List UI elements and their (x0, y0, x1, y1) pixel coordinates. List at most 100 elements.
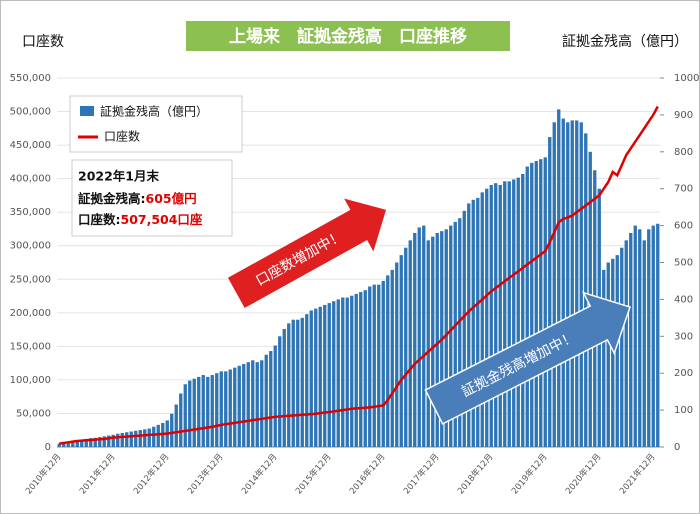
bar (426, 240, 430, 447)
bar (350, 295, 354, 447)
bar (125, 432, 129, 447)
y-tick-label: 200,000 (10, 308, 51, 319)
bar (530, 162, 534, 447)
bar (377, 284, 381, 447)
bar (566, 122, 570, 447)
bar (642, 240, 646, 447)
bar (498, 185, 502, 447)
y2-tick-label: 100 (674, 405, 693, 416)
bar (606, 262, 610, 447)
legend-label: 証拠金残高（億円） (100, 104, 208, 119)
bar (129, 431, 133, 447)
y2-tick-label: 500 (674, 258, 693, 269)
y2-tick-label: 900 (674, 110, 693, 121)
legend-label: 口座数 (104, 129, 140, 144)
bar (467, 203, 471, 447)
arrow-shape (424, 291, 631, 425)
y2-tick-label: 600 (674, 221, 693, 232)
bar (228, 369, 232, 447)
bar (561, 118, 565, 447)
y-tick-label: 0 (45, 442, 51, 453)
annotation: 2022年1月末 証拠金残高:605億円 口座数:507,504口座 (71, 159, 233, 237)
title-box (186, 21, 510, 51)
bar (368, 286, 372, 447)
bar (341, 297, 345, 447)
bar (327, 303, 331, 447)
bar (138, 430, 142, 447)
y2-tick-label: 400 (674, 294, 693, 305)
annotation-value: 507,504口座 (121, 212, 203, 227)
bar (359, 292, 363, 447)
annotation-label: 証拠金残高: (78, 191, 146, 206)
bar (413, 232, 417, 447)
bar (345, 297, 349, 447)
bar (363, 290, 367, 447)
bar (237, 365, 241, 447)
bar (494, 183, 498, 448)
bar (111, 434, 115, 447)
bar (399, 255, 403, 447)
bar (201, 375, 205, 447)
bar (89, 438, 93, 447)
legend: 証拠金残高（億円） 口座数 (69, 95, 243, 153)
annotation-line: 証拠金残高:605億円 (78, 191, 197, 206)
bar (620, 247, 624, 447)
bar (102, 436, 106, 447)
bar (273, 345, 277, 447)
bar (219, 371, 223, 447)
bar (354, 293, 358, 447)
bar (381, 280, 385, 447)
bar (120, 432, 124, 447)
bar (422, 225, 426, 447)
bar (503, 181, 507, 447)
bar (309, 310, 313, 447)
bar (404, 247, 408, 447)
bar (485, 188, 489, 447)
bar (386, 275, 390, 447)
bar (462, 210, 466, 447)
bar (512, 179, 516, 447)
bar (489, 185, 493, 447)
bar (66, 441, 70, 447)
bar (251, 360, 255, 447)
bar (516, 177, 520, 447)
bar (521, 173, 525, 447)
bar (116, 433, 120, 447)
bar (98, 437, 102, 447)
bar (174, 404, 178, 447)
bar (192, 378, 196, 447)
bar (179, 393, 183, 447)
bar (458, 218, 462, 447)
bar (134, 430, 138, 447)
bar (624, 240, 628, 447)
bar (215, 373, 219, 447)
bar (93, 437, 97, 447)
bar (188, 380, 192, 447)
bar (471, 199, 475, 447)
bar (291, 319, 295, 447)
bar (638, 229, 642, 447)
annotation-line: 口座数:507,504口座 (78, 212, 203, 227)
bar (260, 360, 264, 447)
bar (390, 269, 394, 447)
bar (417, 227, 421, 447)
y-tick-label: 350,000 (10, 207, 51, 218)
y-tick-label: 300,000 (10, 241, 51, 252)
bar (611, 258, 615, 447)
y-tick-label: 550,000 (10, 73, 51, 84)
bar (314, 308, 318, 447)
bar (170, 413, 174, 447)
bar (287, 323, 291, 447)
bar (453, 221, 457, 447)
annotation-label: 口座数: (78, 212, 121, 227)
bar (570, 120, 574, 447)
bar (602, 269, 606, 447)
bar (296, 319, 300, 447)
bar (336, 299, 340, 447)
bar (579, 122, 583, 447)
bar (75, 439, 79, 447)
bar (431, 236, 435, 447)
bar (300, 317, 304, 447)
